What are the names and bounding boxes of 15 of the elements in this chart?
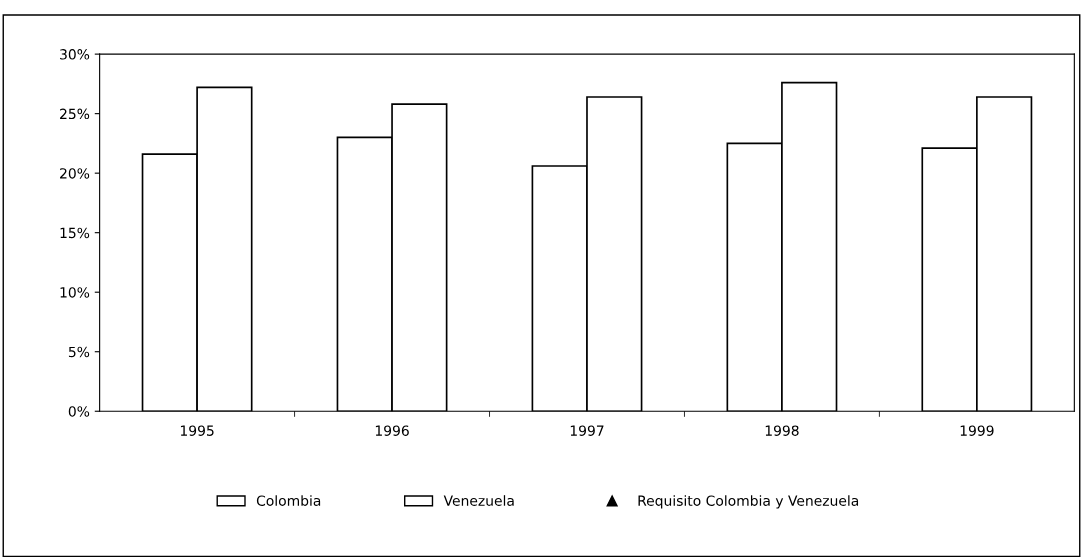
y-tick-label: 10% — [60, 287, 90, 298]
legend-label: Colombia — [256, 495, 321, 506]
y-tick-label: 30% — [60, 49, 90, 60]
y-tick-label: 25% — [60, 108, 90, 120]
y-tick-label: 15% — [60, 227, 90, 239]
x-tick-label: 1998 — [765, 425, 799, 436]
x-tick-label: 1999 — [960, 425, 994, 436]
y-tick-label: 20% — [60, 168, 90, 179]
y-tick-label: 0% — [68, 406, 90, 417]
legend-label: Venezuela — [443, 495, 514, 506]
x-tick-label: 1995 — [180, 425, 214, 436]
legend-label: Requisito Colombia y Venezuela — [638, 495, 859, 509]
y-tick-label: 5% — [68, 346, 90, 358]
x-tick-label: 1996 — [375, 425, 409, 436]
x-tick-label: 1997 — [570, 425, 604, 436]
